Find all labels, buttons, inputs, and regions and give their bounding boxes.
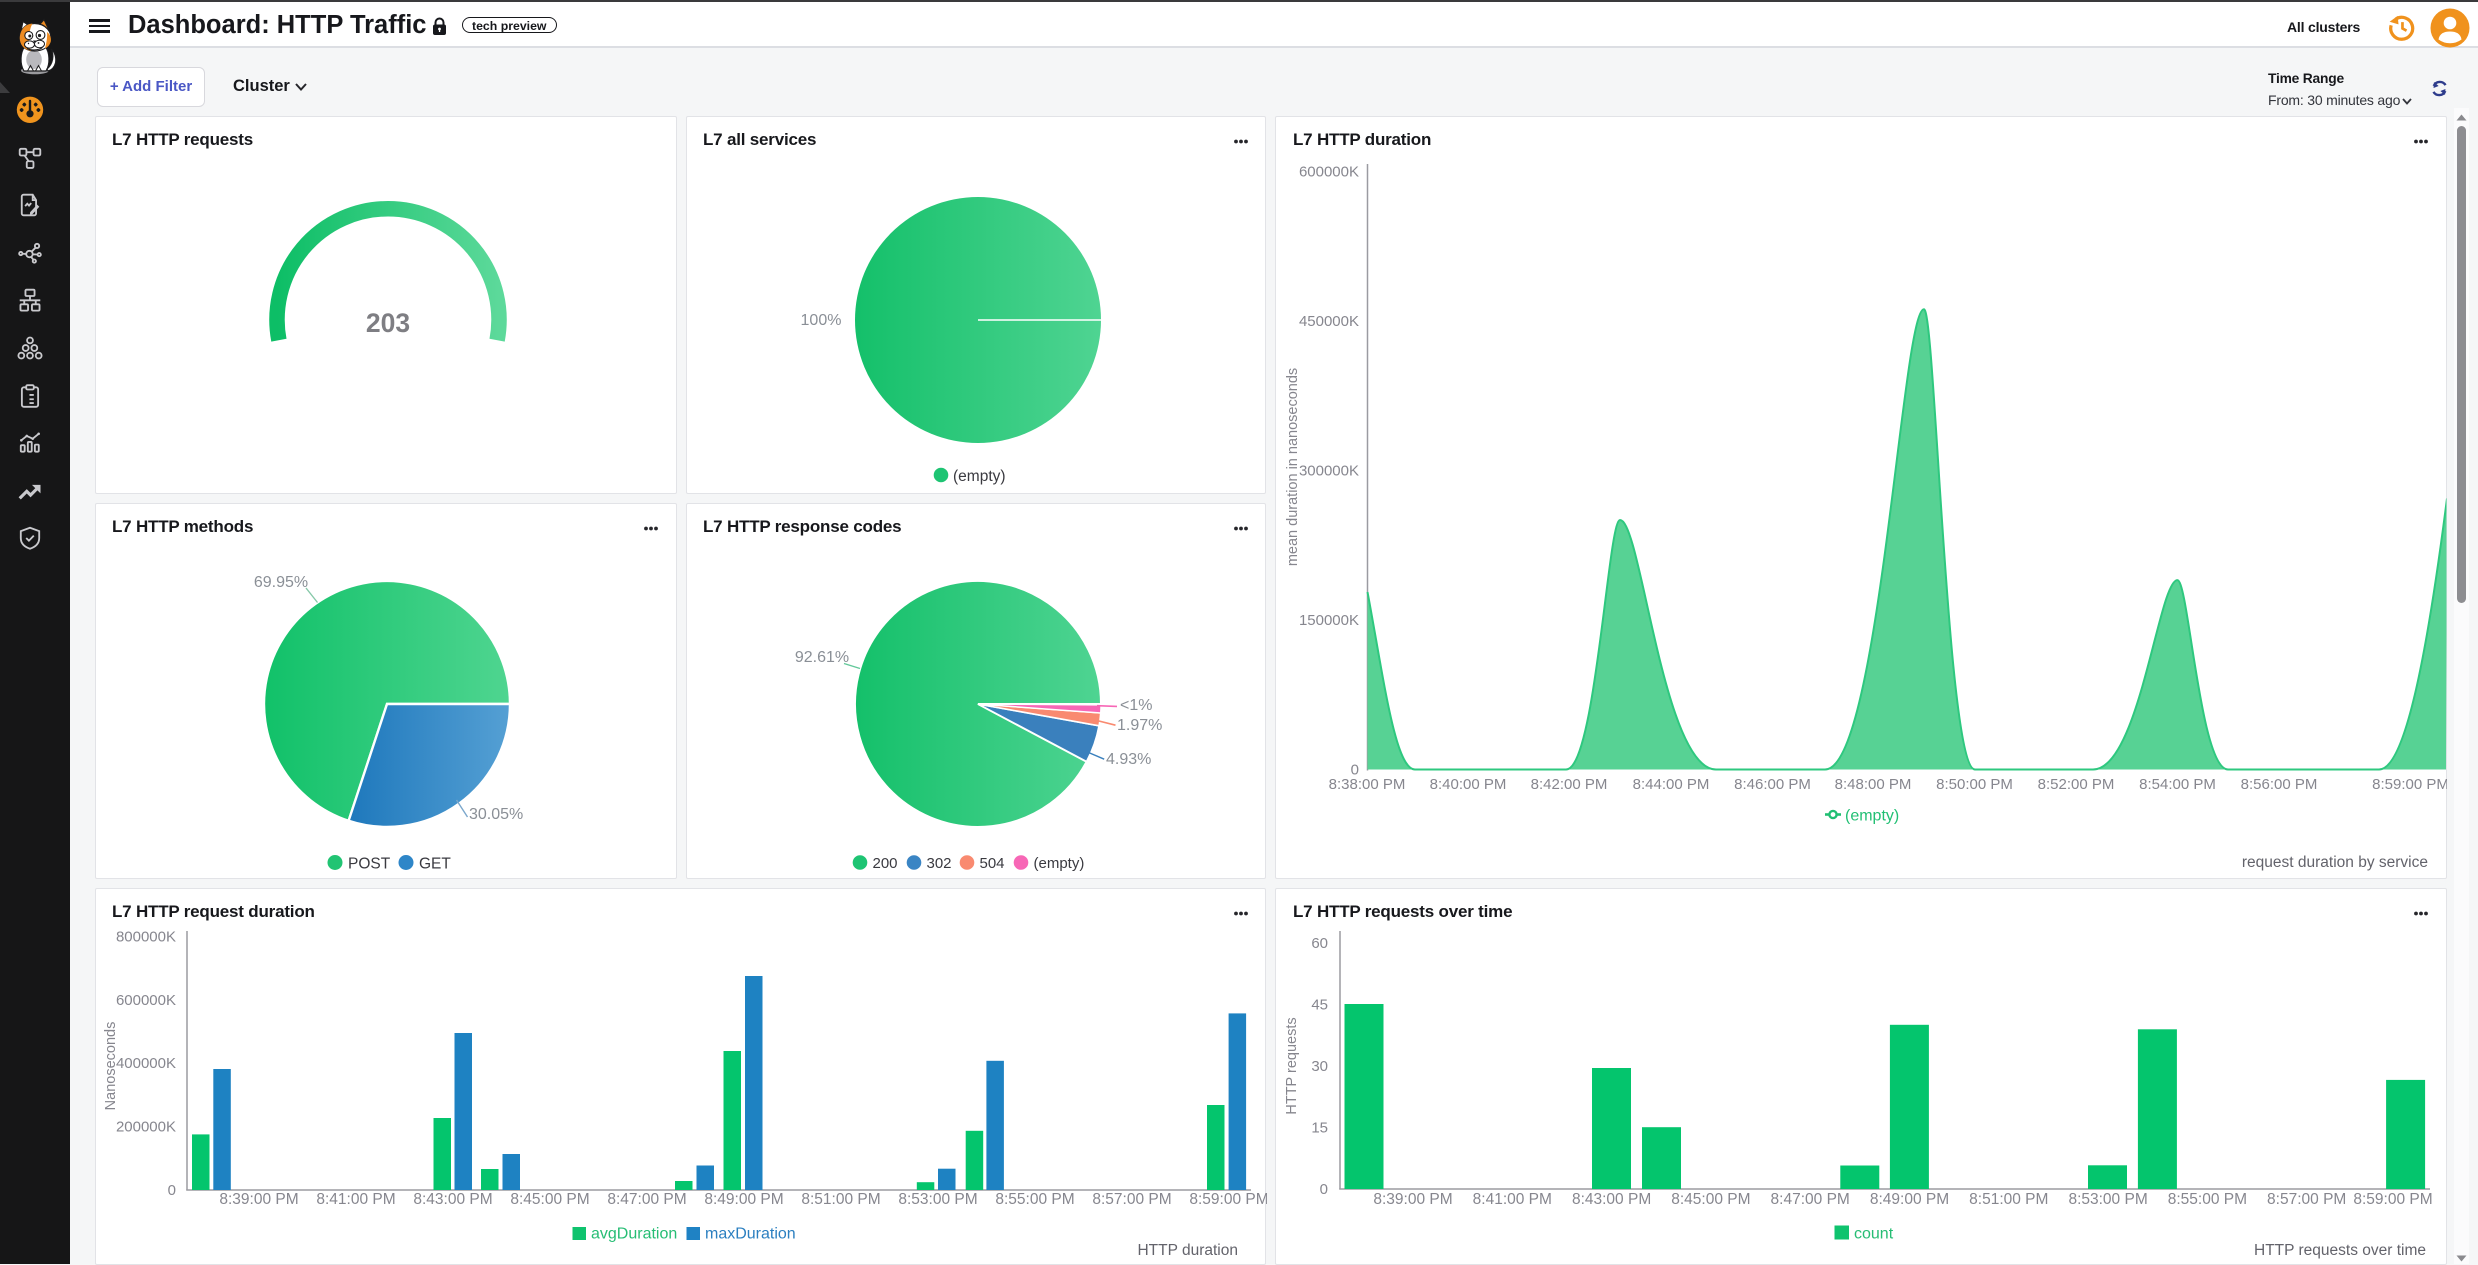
svg-text:8:51:00 PM: 8:51:00 PM [801, 1191, 880, 1208]
svg-text:8:43:00 PM: 8:43:00 PM [413, 1191, 492, 1208]
svg-text:450000K: 450000K [1299, 313, 1359, 330]
svg-text:300000K: 300000K [1299, 463, 1359, 480]
svg-text:8:47:00 PM: 8:47:00 PM [1771, 1191, 1850, 1208]
svg-text:avgDuration: avgDuration [591, 1226, 677, 1243]
svg-text:<1%: <1% [1120, 697, 1152, 714]
svg-text:HTTP duration: HTTP duration [1137, 1242, 1238, 1259]
svg-text:8:40:00 PM: 8:40:00 PM [1430, 776, 1507, 793]
svg-text:(empty): (empty) [1034, 855, 1085, 872]
svg-text:HTTP requests: HTTP requests [1284, 1017, 1300, 1114]
svg-text:200: 200 [873, 855, 898, 872]
svg-text:8:53:00 PM: 8:53:00 PM [2068, 1191, 2147, 1208]
svg-text:0: 0 [168, 1182, 176, 1199]
svg-text:203: 203 [366, 308, 410, 338]
svg-text:8:41:00 PM: 8:41:00 PM [316, 1191, 395, 1208]
svg-text:8:57:00 PM: 8:57:00 PM [2267, 1191, 2346, 1208]
svg-text:1.97%: 1.97% [1117, 717, 1162, 734]
svg-text:(empty): (empty) [1845, 808, 1899, 825]
svg-text:504: 504 [980, 855, 1005, 872]
svg-text:200000K: 200000K [116, 1119, 176, 1136]
svg-text:maxDuration: maxDuration [705, 1226, 796, 1243]
svg-text:8:59:00 PM: 8:59:00 PM [2372, 776, 2447, 793]
svg-text:8:59:00 PM: 8:59:00 PM [2353, 1191, 2432, 1208]
svg-text:8:57:00 PM: 8:57:00 PM [1092, 1191, 1171, 1208]
svg-text:302: 302 [927, 855, 952, 872]
svg-text:8:41:00 PM: 8:41:00 PM [1473, 1191, 1552, 1208]
svg-text:Nanoseconds: Nanoseconds [103, 1022, 119, 1111]
svg-text:count: count [1854, 1226, 1894, 1243]
svg-text:0: 0 [1320, 1181, 1328, 1198]
svg-text:8:43:00 PM: 8:43:00 PM [1572, 1191, 1651, 1208]
svg-text:15: 15 [1311, 1120, 1328, 1137]
svg-text:8:39:00 PM: 8:39:00 PM [219, 1191, 298, 1208]
svg-text:0: 0 [1351, 762, 1359, 779]
svg-text:request duration by service: request duration by service [2242, 854, 2428, 871]
svg-text:8:52:00 PM: 8:52:00 PM [2038, 776, 2115, 793]
svg-text:600000K: 600000K [116, 992, 176, 1009]
svg-text:8:38:00 PM: 8:38:00 PM [1329, 776, 1406, 793]
svg-text:GET: GET [419, 855, 451, 872]
svg-text:4.93%: 4.93% [1106, 751, 1151, 768]
svg-text:8:53:00 PM: 8:53:00 PM [898, 1191, 977, 1208]
svg-text:8:54:00 PM: 8:54:00 PM [2139, 776, 2216, 793]
svg-text:8:55:00 PM: 8:55:00 PM [995, 1191, 1074, 1208]
svg-text:400000K: 400000K [116, 1055, 176, 1072]
svg-text:8:39:00 PM: 8:39:00 PM [1373, 1191, 1452, 1208]
svg-text:mean duration in nanoseconds: mean duration in nanoseconds [1285, 368, 1301, 566]
svg-text:600000K: 600000K [1299, 164, 1359, 181]
svg-text:(empty): (empty) [953, 468, 1006, 485]
svg-text:8:56:00 PM: 8:56:00 PM [2241, 776, 2318, 793]
svg-text:69.95%: 69.95% [254, 574, 308, 591]
svg-text:150000K: 150000K [1299, 612, 1359, 629]
svg-text:8:59:00 PM: 8:59:00 PM [1189, 1191, 1267, 1208]
svg-text:92.61%: 92.61% [795, 649, 849, 666]
svg-text:POST: POST [348, 855, 391, 872]
svg-text:8:44:00 PM: 8:44:00 PM [1633, 776, 1710, 793]
svg-text:800000K: 800000K [116, 928, 176, 945]
svg-text:8:55:00 PM: 8:55:00 PM [2168, 1191, 2247, 1208]
svg-text:8:49:00 PM: 8:49:00 PM [704, 1191, 783, 1208]
svg-text:8:46:00 PM: 8:46:00 PM [1734, 776, 1811, 793]
svg-text:30.05%: 30.05% [469, 806, 523, 823]
svg-text:60: 60 [1311, 935, 1328, 952]
svg-text:8:51:00 PM: 8:51:00 PM [1969, 1191, 2048, 1208]
svg-text:HTTP requests over time: HTTP requests over time [2254, 1242, 2426, 1259]
svg-text:45: 45 [1311, 997, 1328, 1014]
svg-text:8:48:00 PM: 8:48:00 PM [1835, 776, 1912, 793]
svg-text:8:47:00 PM: 8:47:00 PM [607, 1191, 686, 1208]
svg-text:30: 30 [1311, 1058, 1328, 1075]
svg-text:8:49:00 PM: 8:49:00 PM [1870, 1191, 1949, 1208]
svg-text:100%: 100% [801, 312, 842, 329]
svg-text:8:42:00 PM: 8:42:00 PM [1531, 776, 1608, 793]
svg-text:8:50:00 PM: 8:50:00 PM [1936, 776, 2013, 793]
svg-text:8:45:00 PM: 8:45:00 PM [1671, 1191, 1750, 1208]
svg-text:8:45:00 PM: 8:45:00 PM [510, 1191, 589, 1208]
